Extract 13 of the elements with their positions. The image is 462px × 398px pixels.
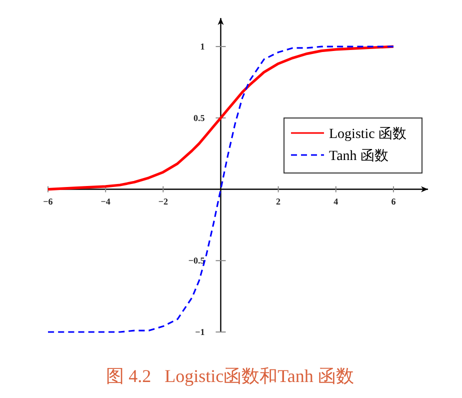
- text: 图 4.2 Logistic函数和Tanh 函数: [106, 366, 354, 386]
- x-tick-label: 6: [391, 196, 396, 206]
- legend-label: Tanh 函数: [329, 148, 388, 164]
- y-tick-label: −0.5: [188, 256, 206, 266]
- x-tick-label: −2: [158, 196, 168, 206]
- y-tick-label: 1: [200, 42, 206, 52]
- x-tick-label: −6: [43, 196, 54, 206]
- x-tick-label: −4: [100, 196, 111, 206]
- legend-label: Logistic 函数: [329, 126, 406, 142]
- x-tick-label: 4: [334, 196, 339, 206]
- x-tick-label: 2: [276, 196, 282, 206]
- y-tick-label: −1: [195, 327, 206, 337]
- y-tick-label: 0.5: [193, 112, 206, 123]
